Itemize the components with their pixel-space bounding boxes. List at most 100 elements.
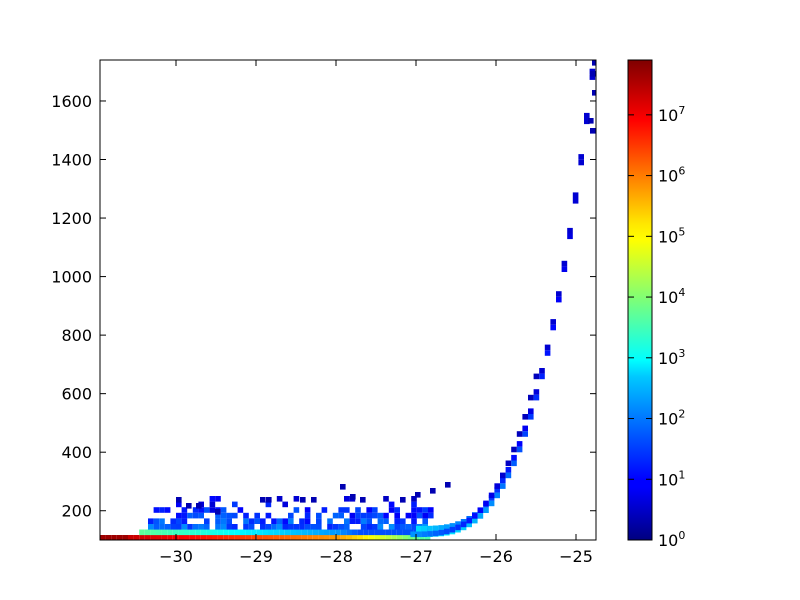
histogram-cell [176, 501, 182, 508]
histogram-cell [360, 518, 367, 524]
histogram-cell [528, 414, 534, 420]
histogram-cell [128, 535, 134, 540]
histogram-cell [516, 441, 523, 447]
histogram-cell [276, 524, 283, 530]
histogram-cell [416, 531, 422, 538]
histogram-cell [394, 524, 400, 530]
histogram-cell [340, 484, 346, 490]
histogram-cell [133, 535, 140, 540]
histogram-cells [100, 60, 596, 540]
histogram-cell [176, 497, 182, 503]
histogram-cell [164, 524, 171, 530]
histogram-cell [349, 512, 356, 519]
histogram-cell [349, 518, 356, 524]
histogram-cell [251, 529, 257, 536]
histogram-cell [262, 535, 268, 540]
histogram-cell [318, 529, 324, 536]
histogram-cell [156, 529, 162, 536]
histogram-cell [198, 507, 204, 513]
histogram-cell [408, 535, 414, 540]
histogram-cell [176, 524, 182, 530]
histogram-cell [293, 507, 300, 513]
colorbar-tick-label: 105 [658, 225, 685, 246]
histogram-cell [260, 518, 266, 524]
histogram-cell [243, 512, 249, 519]
y-tick-label: 1000 [51, 268, 92, 287]
plot-background [100, 60, 596, 540]
histogram-cell [589, 74, 596, 80]
histogram-cell [360, 512, 367, 519]
y-tick-label: 400 [61, 443, 92, 462]
histogram-cell [400, 497, 406, 503]
histogram-cell [316, 524, 322, 530]
histogram-cell [178, 535, 184, 540]
histogram-cell [268, 535, 274, 540]
histogram-cell [427, 525, 433, 532]
histogram-cell [178, 529, 184, 536]
histogram-cell [500, 472, 506, 479]
histogram-cell [533, 394, 540, 401]
histogram-cell [327, 524, 333, 530]
histogram-cell [243, 518, 249, 524]
histogram-cell [245, 529, 252, 536]
histogram-cell [405, 524, 412, 530]
histogram-cell [338, 512, 344, 519]
histogram-cell [592, 90, 596, 96]
histogram-cell [500, 483, 506, 489]
histogram-cell [533, 389, 540, 395]
colorbar-tick-label: 102 [658, 408, 685, 429]
histogram-cell [172, 529, 179, 536]
histogram-cell [256, 529, 263, 536]
histogram-cell [148, 524, 154, 530]
histogram-cell [449, 523, 456, 529]
plot-frame [99, 59, 597, 541]
histogram-cell [262, 529, 268, 536]
histogram-cell [346, 535, 352, 540]
histogram-cell [273, 529, 280, 536]
histogram-cell [422, 507, 428, 513]
histogram-cell [139, 535, 145, 540]
histogram-cell [377, 524, 384, 530]
histogram-cell [301, 529, 308, 536]
histogram-cell [296, 535, 302, 540]
histogram-cell [466, 521, 472, 528]
histogram-cell [288, 512, 294, 519]
histogram-cell [444, 524, 450, 530]
histogram-cell [279, 529, 285, 536]
histogram-cell [290, 535, 296, 540]
histogram-cell [416, 525, 422, 532]
histogram-cell [284, 535, 291, 540]
histogram-cell [494, 483, 500, 489]
histogram-cell [204, 507, 210, 513]
histogram-cell [400, 524, 406, 530]
histogram-cell [444, 528, 450, 535]
histogram-cell [472, 513, 478, 519]
histogram-cell [402, 529, 408, 536]
histogram-cell [265, 512, 272, 519]
histogram-cell [318, 535, 324, 540]
histogram-cell [522, 431, 528, 437]
histogram-cell [304, 518, 311, 524]
histogram-cell [368, 535, 375, 540]
histogram-cell [374, 535, 380, 540]
histogram-cell [438, 525, 444, 531]
histogram-cell [422, 512, 428, 519]
histogram-cell [159, 507, 165, 513]
histogram-cell [279, 535, 285, 540]
y-tick-label: 1200 [51, 209, 92, 228]
y-tick-label: 600 [61, 385, 92, 404]
histogram-cell [430, 488, 436, 494]
histogram-cell [260, 497, 266, 503]
histogram-cell [383, 512, 389, 519]
histogram-cell [254, 512, 260, 519]
histogram-cell [122, 535, 128, 540]
histogram-cell [380, 535, 386, 540]
histogram-cell [232, 501, 238, 508]
histogram-cell [505, 472, 512, 479]
histogram-cell [316, 518, 322, 524]
x-tick-label: −29 [239, 547, 273, 566]
histogram-cell [148, 518, 154, 524]
histogram-cell [304, 512, 311, 519]
histogram-cell [215, 496, 221, 502]
histogram-cell [176, 512, 182, 519]
